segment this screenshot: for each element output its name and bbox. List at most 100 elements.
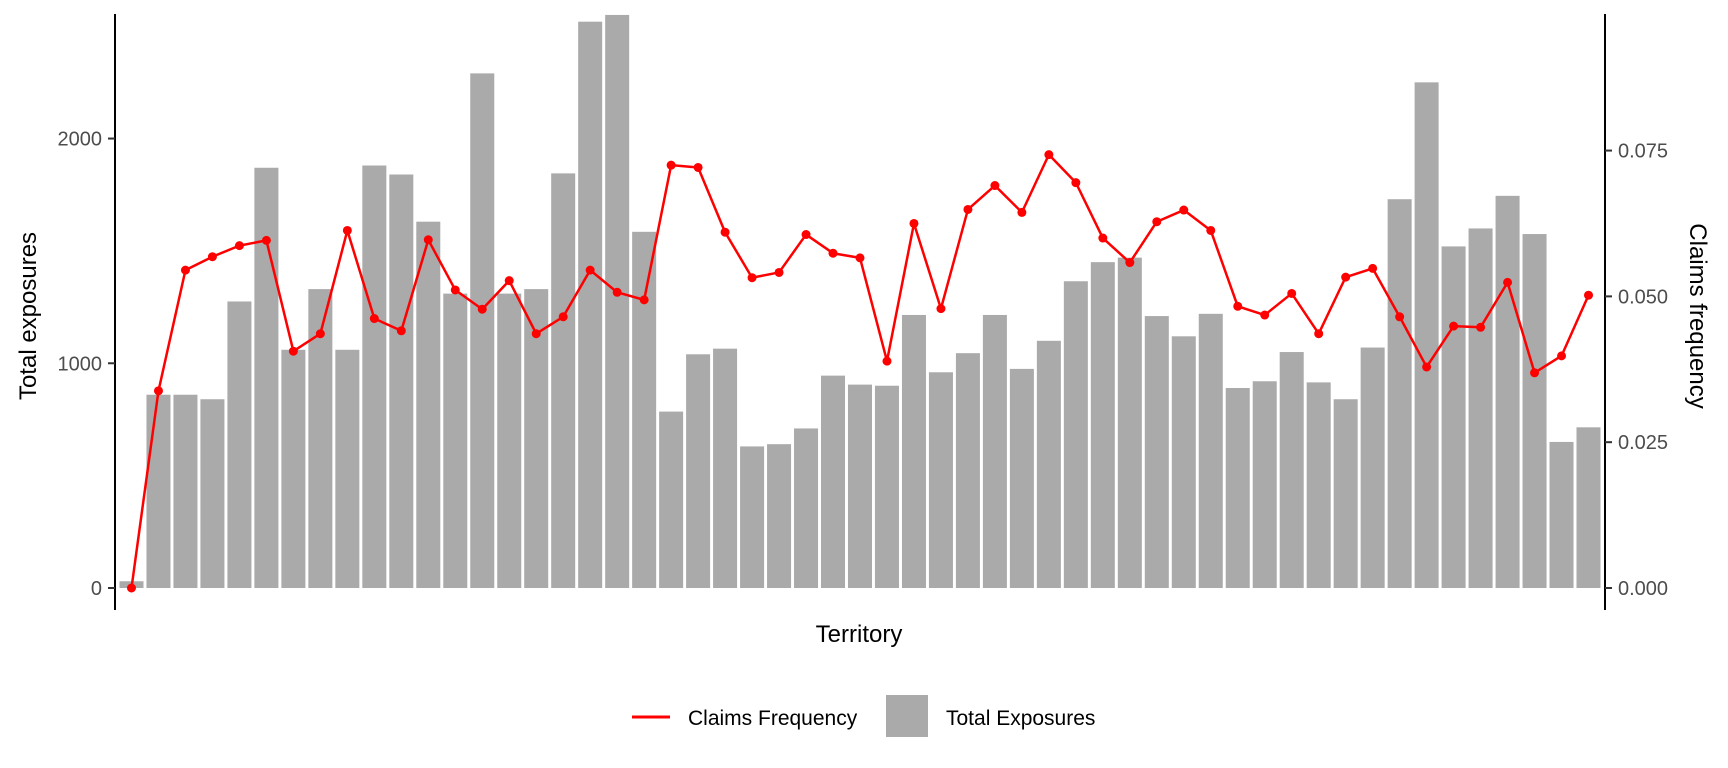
- claims-frequency-line-layer: [126, 150, 1594, 593]
- exposure-bar-55: [1576, 427, 1601, 588]
- exposure-bar-44: [1279, 352, 1304, 588]
- exposure-bar-30: [901, 314, 926, 588]
- claims-frequency-point-13: [423, 235, 433, 245]
- exposure-bar-37: [1090, 262, 1115, 588]
- right-y-tick-label: 0.000: [1618, 578, 1668, 600]
- claims-frequency-point-48: [1368, 263, 1378, 273]
- exposure-bar-36: [1063, 281, 1088, 588]
- exposure-bar-20: [632, 231, 657, 588]
- exposure-bar-54: [1549, 441, 1574, 588]
- claims-frequency-point-26: [774, 267, 784, 277]
- claims-frequency-point-16: [504, 276, 514, 286]
- claims-frequency-point-12: [396, 326, 406, 336]
- exposure-bar-39: [1144, 316, 1169, 588]
- claims-frequency-point-42: [1206, 225, 1216, 235]
- exposure-bar-3: [173, 394, 198, 588]
- exposure-bar-42: [1225, 387, 1250, 588]
- claims-frequency-point-46: [1314, 329, 1324, 339]
- exposure-bar-47: [1360, 347, 1385, 588]
- exposure-bar-11: [389, 174, 414, 588]
- legend: Claims Frequency Total Exposures: [632, 695, 1095, 737]
- claims-frequency-point-14: [450, 285, 460, 295]
- claims-frequency-point-21: [639, 295, 649, 305]
- claims-frequency-point-52: [1476, 322, 1486, 332]
- claims-frequency-point-30: [882, 356, 892, 366]
- exposure-bar-35: [1036, 340, 1061, 588]
- claims-frequency-point-47: [1341, 272, 1351, 282]
- claims-frequency-point-36: [1044, 150, 1054, 160]
- exposure-bar-45: [1306, 382, 1331, 588]
- exposure-bar-2: [146, 394, 171, 588]
- exposure-bar-53: [1522, 234, 1547, 589]
- claims-frequency-point-8: [288, 346, 298, 356]
- exposure-bar-48: [1387, 199, 1412, 588]
- exposure-bar-40: [1171, 336, 1196, 588]
- exposure-bar-51: [1468, 228, 1493, 588]
- exposure-bar-24: [740, 446, 765, 588]
- exposure-bar-31: [928, 372, 953, 588]
- claims-frequency-point-4: [180, 265, 190, 275]
- exposure-bar-32: [955, 353, 980, 588]
- claims-frequency-point-29: [855, 253, 865, 263]
- claims-frequency-point-15: [477, 304, 487, 314]
- exposure-bar-34: [1009, 368, 1034, 588]
- claims-frequency-point-11: [369, 314, 379, 324]
- claims-frequency-point-31: [909, 218, 919, 228]
- exposure-bars: [119, 14, 1601, 589]
- exposure-bar-16: [524, 289, 549, 588]
- left-y-axis-title: Total exposures: [15, 232, 42, 400]
- legend-claims-frequency-label: Claims Frequency: [688, 707, 858, 730]
- exposure-bar-28: [847, 384, 872, 588]
- claims-frequency-point-24: [720, 227, 730, 237]
- exposure-bar-14: [470, 73, 495, 589]
- exposure-bar-12: [416, 221, 441, 588]
- exposure-bar-46: [1333, 399, 1358, 588]
- right-y-axis-title: Claims frequency: [1684, 223, 1711, 408]
- axes: 0 1000 2000 0.000 0.025 0.050 0.075: [58, 14, 1668, 610]
- claims-frequency-point-51: [1449, 321, 1459, 331]
- exposure-bar-4: [200, 399, 225, 588]
- claims-frequency-point-33: [963, 204, 973, 214]
- claims-frequency-point-7: [261, 235, 271, 245]
- exposure-bar-38: [1117, 257, 1142, 588]
- claims-frequency-point-17: [531, 329, 541, 339]
- legend-total-exposures-key: [886, 695, 928, 737]
- exposure-bar-19: [605, 14, 630, 588]
- claims-frequency-point-22: [666, 160, 676, 170]
- claims-frequency-point-34: [990, 181, 1000, 191]
- exposure-bar-52: [1495, 195, 1520, 588]
- claims-frequency-point-53: [1503, 277, 1513, 287]
- exposure-bar-41: [1198, 313, 1223, 588]
- left-y-tick-label: 1000: [58, 353, 103, 375]
- claims-frequency-point-10: [342, 225, 352, 235]
- legend-total-exposures-label: Total Exposures: [946, 707, 1095, 730]
- claims-frequency-point-32: [936, 304, 946, 314]
- exposure-bar-26: [794, 428, 819, 588]
- exposure-bar-29: [874, 385, 899, 588]
- right-y-tick-label: 0.050: [1618, 286, 1668, 308]
- exposure-bar-18: [578, 21, 603, 588]
- claims-frequency-point-9: [315, 329, 325, 339]
- exposure-bar-21: [659, 411, 684, 588]
- claims-frequency-point-23: [693, 162, 703, 172]
- exposure-bar-6: [254, 167, 279, 588]
- claims-frequency-point-20: [612, 287, 622, 297]
- exposure-bar-15: [497, 293, 522, 588]
- claims-frequency-point-44: [1260, 310, 1270, 320]
- exposure-bar-43: [1252, 381, 1277, 588]
- claims-frequency-point-5: [207, 252, 217, 262]
- claims-frequency-point-2: [126, 583, 136, 593]
- claims-frequency-point-39: [1125, 258, 1135, 268]
- claims-frequency-point-38: [1098, 233, 1108, 243]
- claims-frequency-point-40: [1152, 217, 1162, 227]
- claims-frequency-point-49: [1395, 312, 1405, 322]
- left-y-tick-label: 2000: [58, 129, 103, 151]
- claims-frequency-point-18: [558, 312, 568, 322]
- claims-frequency-point-37: [1071, 178, 1081, 188]
- claims-frequency-point-6: [234, 241, 244, 251]
- exposure-bar-33: [982, 314, 1007, 588]
- claims-frequency-point-27: [801, 230, 811, 240]
- claims-frequency-point-41: [1179, 205, 1189, 215]
- exposure-bar-27: [821, 375, 846, 588]
